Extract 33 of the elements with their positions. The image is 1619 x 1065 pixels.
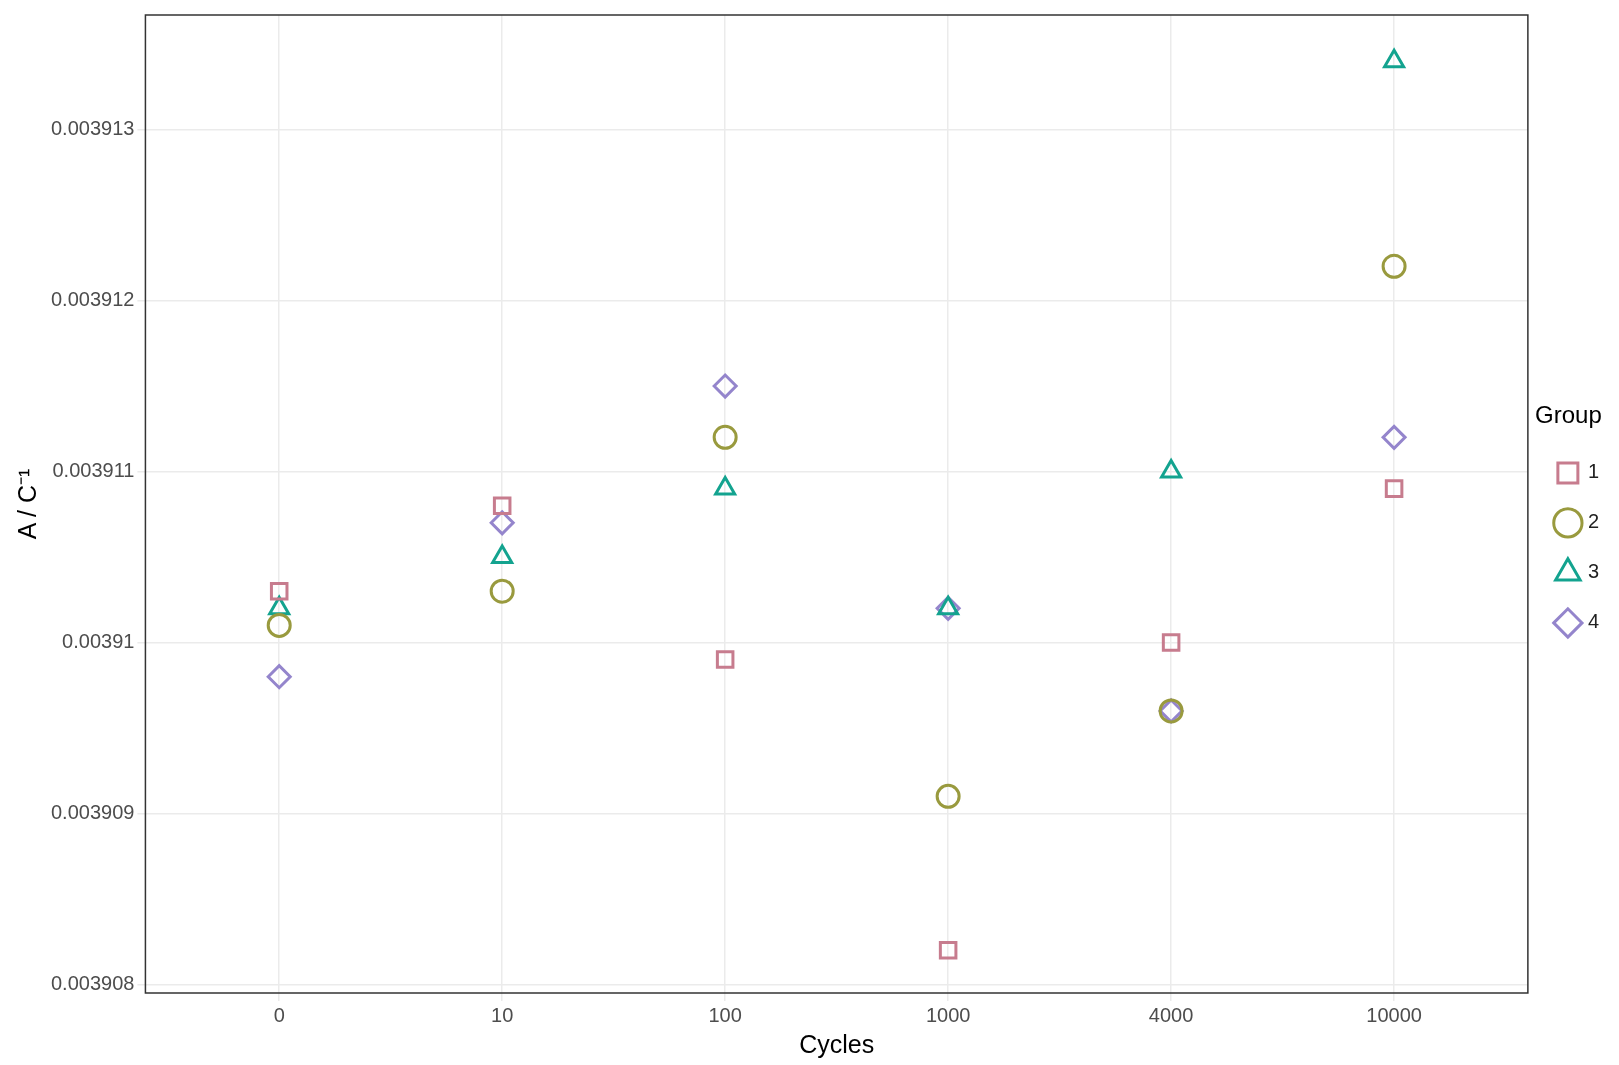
point xyxy=(715,650,735,669)
point xyxy=(1384,479,1404,498)
x-tick-label: 10 xyxy=(491,1003,514,1026)
point xyxy=(935,783,961,809)
x-tick-label: 1000 xyxy=(925,1003,971,1026)
point xyxy=(266,664,292,690)
y-tick-label: 0.003912 xyxy=(51,288,135,311)
y-axis-title: A / C⁻¹ xyxy=(12,468,41,540)
x-tick-label: 0 xyxy=(273,1003,285,1026)
point xyxy=(712,373,738,399)
x-axis-title: Cycles xyxy=(799,1029,875,1058)
point xyxy=(1161,633,1181,652)
point xyxy=(712,424,738,450)
y-tick-label: 0.003913 xyxy=(51,117,135,140)
point xyxy=(1381,424,1407,450)
point xyxy=(266,612,292,638)
point xyxy=(938,940,958,960)
point xyxy=(269,581,289,601)
legend-title: Group xyxy=(1535,400,1602,428)
legend-label: 2 xyxy=(1587,510,1599,533)
point xyxy=(492,496,512,515)
y-tick-label: 0.003909 xyxy=(51,800,135,823)
x-tick-label: 4000 xyxy=(1148,1003,1194,1026)
point xyxy=(489,578,515,604)
x-tick-label: 10000 xyxy=(1366,1003,1422,1026)
legend-label: 3 xyxy=(1587,560,1599,583)
y-tick-label: 0.00391 xyxy=(62,630,135,653)
x-tick-label: 100 xyxy=(708,1003,742,1026)
point xyxy=(1381,253,1407,279)
y-tick-label: 0.003908 xyxy=(51,971,135,994)
legend-label: 4 xyxy=(1587,610,1599,633)
legend-label: 1 xyxy=(1587,460,1599,483)
y-tick-label: 0.003911 xyxy=(52,459,135,482)
